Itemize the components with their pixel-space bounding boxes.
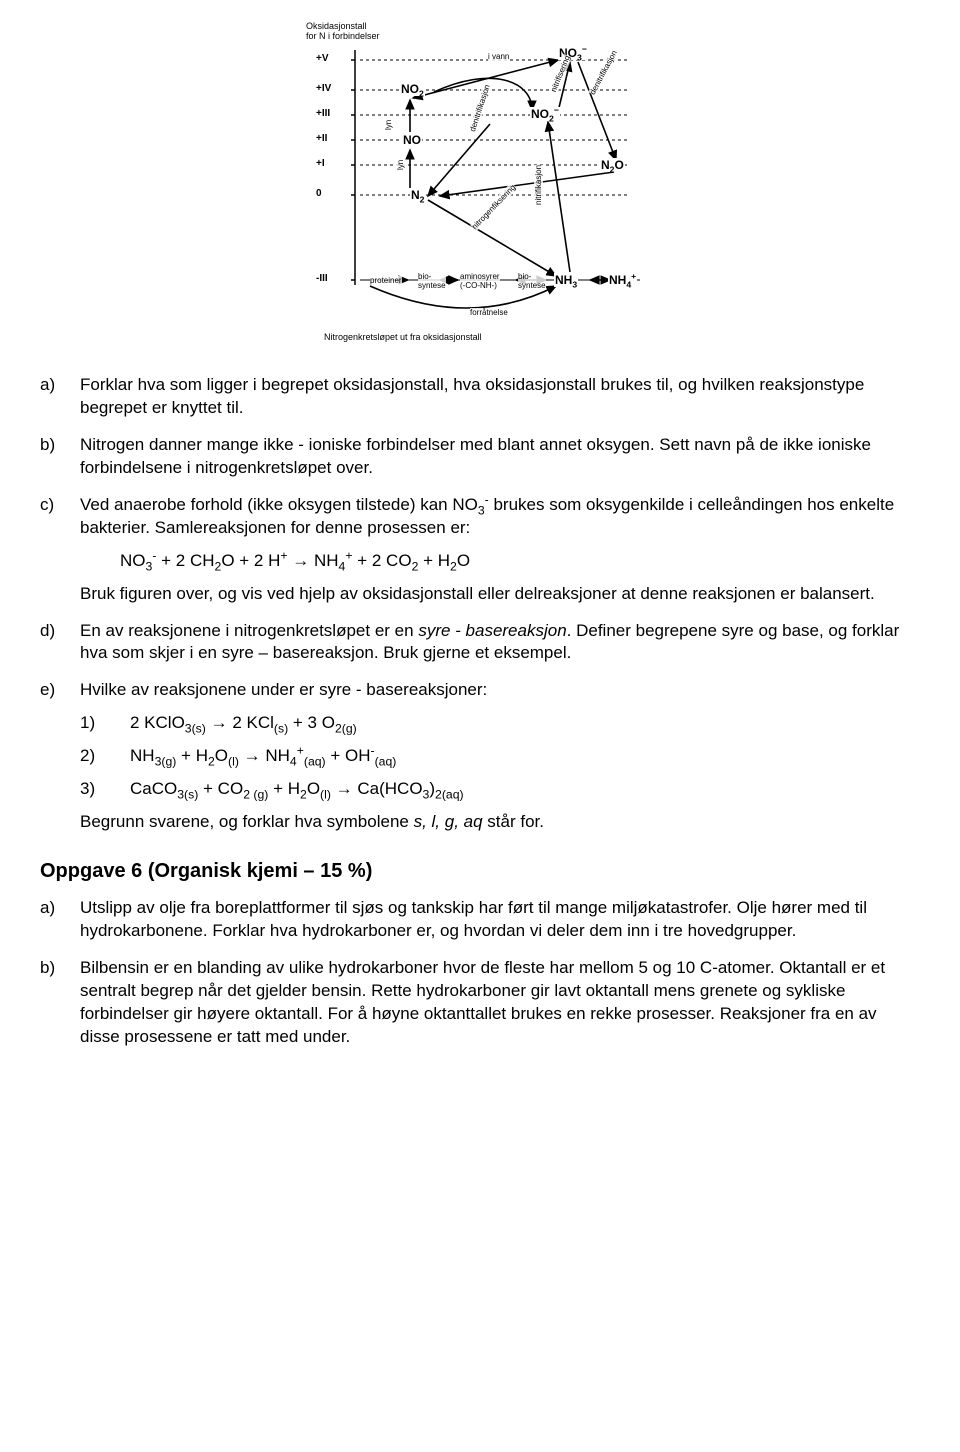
sub-question-2: 2) NH3(g) + H2O(l) → NH4+(aq) + OH-(aq): [80, 745, 920, 768]
page: Oksidasjonstall for N i forbindelser+V+I…: [0, 0, 960, 1103]
equation: 2 KClO3(s) → 2 KCl(s) + 3 O2(g): [130, 712, 920, 735]
text: Ved anaerobe forhold (ikke oksygen tilst…: [80, 495, 478, 514]
question-label: d): [40, 620, 80, 666]
question-label: a): [40, 897, 80, 943]
process-label: i vann: [488, 52, 509, 61]
text: En av reaksjonene i nitrogenkretsløpet e…: [80, 621, 418, 640]
question-body: Bilbensin er en blanding av ulike hydrok…: [80, 957, 920, 1049]
node-N2O: N2O: [600, 158, 625, 172]
equation: CaCO3(s) + CO2 (g) + H2O(l) → Ca(HCO3)2(…: [130, 778, 920, 801]
question-body: Forklar hva som ligger i begrepet oksida…: [80, 374, 920, 420]
question-list-6: a) Utslipp av olje fra boreplattformer t…: [40, 897, 920, 1049]
node-NO: NO: [402, 133, 422, 147]
sub-question-1: 1) 2 KClO3(s) → 2 KCl(s) + 3 O2(g): [80, 712, 920, 735]
process-label: nitrifikasjon: [534, 165, 543, 205]
question-d: d) En av reaksjonene i nitrogenkretsløpe…: [40, 620, 920, 666]
question-body: Hvilke av reaksjonene under er syre - ba…: [80, 679, 920, 834]
question-label: c): [40, 494, 80, 606]
node-NO2-: NO2−: [530, 107, 560, 121]
sub-question-list: 1) 2 KClO3(s) → 2 KCl(s) + 3 O2(g) 2) NH…: [80, 712, 920, 801]
subscript: 3: [478, 503, 485, 517]
text: Hvilke av reaksjonene under er syre - ba…: [80, 679, 920, 702]
text: Begrunn svarene, og forklar hva symbolen…: [80, 812, 414, 831]
node-N2: N2: [410, 188, 425, 202]
sub-question-3: 3) CaCO3(s) + CO2 (g) + H2O(l) → Ca(HCO3…: [80, 778, 920, 801]
emphasis: syre - basereaksjon: [418, 621, 566, 640]
process-label: bio- syntese: [518, 272, 546, 290]
question-6a: a) Utslipp av olje fra boreplattformer t…: [40, 897, 920, 943]
process-label: bio- syntese: [418, 272, 446, 290]
diagram-container: Oksidasjonstall for N i forbindelser+V+I…: [40, 20, 920, 350]
question-label: e): [40, 679, 80, 834]
equation: NO3- + 2 CH2O + 2 H+ → NH4+ + 2 CO2 + H2…: [120, 550, 920, 573]
question-label: b): [40, 957, 80, 1049]
question-a: a) Forklar hva som ligger i begrepet oks…: [40, 374, 920, 420]
process-label: proteiner: [370, 276, 402, 285]
sub-label: 2): [80, 745, 130, 768]
question-body: Ved anaerobe forhold (ikke oksygen tilst…: [80, 494, 920, 606]
nitrogen-cycle-diagram: Oksidasjonstall for N i forbindelser+V+I…: [300, 20, 660, 350]
node-NO2: NO2: [400, 82, 425, 96]
process-label: aminosyrer (-CO-NH-): [460, 272, 500, 290]
question-e: e) Hvilke av reaksjonene under er syre -…: [40, 679, 920, 834]
emphasis: s, l, g, aq: [414, 812, 483, 831]
question-body: Utslipp av olje fra boreplattformer til …: [80, 897, 920, 943]
question-label: b): [40, 434, 80, 480]
question-body: Nitrogen danner mange ikke - ioniske for…: [80, 434, 920, 480]
sub-label: 1): [80, 712, 130, 735]
question-label: a): [40, 374, 80, 420]
question-body: En av reaksjonene i nitrogenkretsløpet e…: [80, 620, 920, 666]
section-heading: Oppgave 6 (Organisk kjemi – 15 %): [40, 860, 920, 883]
process-label: forråtnelse: [470, 308, 508, 317]
text: står for.: [483, 812, 544, 831]
question-b: b) Nitrogen danner mange ikke - ioniske …: [40, 434, 920, 480]
text: Bruk figuren over, og vis ved hjelp av o…: [80, 583, 920, 606]
text-block: Begrunn svarene, og forklar hva symbolen…: [80, 811, 920, 834]
equation: NH3(g) + H2O(l) → NH4+(aq) + OH-(aq): [130, 745, 920, 768]
question-c: c) Ved anaerobe forhold (ikke oksygen ti…: [40, 494, 920, 606]
process-label: lyn: [384, 120, 393, 130]
question-list: a) Forklar hva som ligger i begrepet oks…: [40, 374, 920, 834]
node-NH3: NH3: [554, 273, 578, 287]
sub-label: 3): [80, 778, 130, 801]
question-6b: b) Bilbensin er en blanding av ulike hyd…: [40, 957, 920, 1049]
process-label: lyn: [396, 160, 405, 170]
node-NH4+: NH4+: [608, 273, 637, 287]
